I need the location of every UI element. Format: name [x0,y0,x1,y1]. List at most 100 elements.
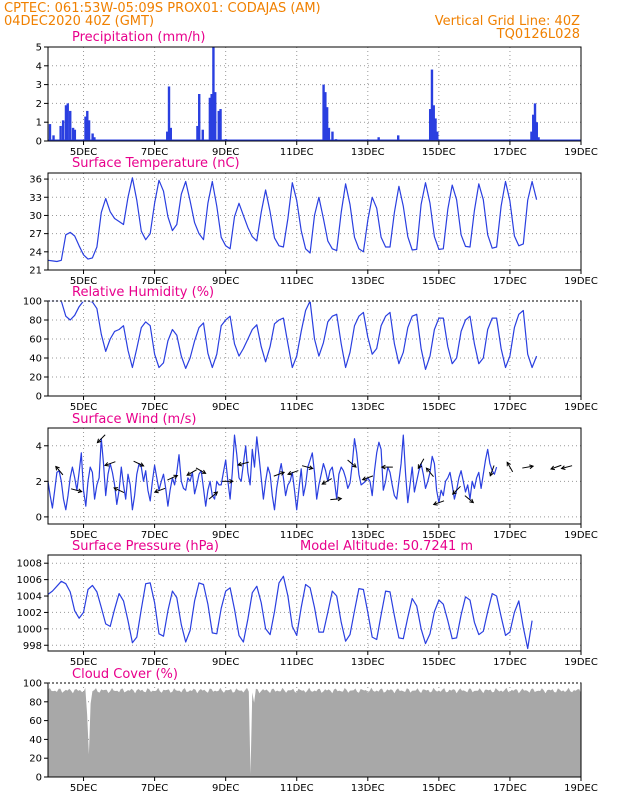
wind-arrow-head [104,462,110,467]
wind-arrow-head [55,465,60,471]
wind-arrow-shaft [561,465,573,470]
x-tick-label: 19DEC [564,147,598,158]
wind-arrow-head [432,501,438,506]
x-tick-label: 15DEC [422,783,456,794]
precip-bar [430,69,434,141]
x-tick-label: 7DEC [141,402,168,413]
wind-arrow-shaft [522,465,534,469]
wind-arrow-shaft [321,478,332,485]
wind-arrow-shaft [104,461,116,466]
x-tick-label: 13DEC [351,657,385,668]
wind-arrow-shaft [133,460,144,467]
wind-arrow-head [529,464,535,470]
wind-arrow-shaft [426,467,434,477]
precip-bar [169,127,172,141]
wind-arrow-head [229,478,234,484]
x-tick-label: 9DEC [212,657,239,668]
precip-bar [432,105,435,141]
y-tick-label: 0 [36,512,42,523]
y-tick-label: 4 [36,61,42,72]
precip-bar [66,103,69,141]
precip-bar [325,107,329,141]
wind-arrow-head [308,465,314,470]
precip-bar [436,131,439,141]
x-tick-label: 13DEC [351,783,385,794]
y-tick-label: 4 [36,441,42,452]
precip-bar [535,122,538,141]
x-tick-label: 17DEC [493,783,527,794]
precip-bar [84,116,87,141]
wind-arrow-head [451,490,457,495]
precip-bar [69,110,72,141]
precip-bar [91,133,94,141]
wind-arrow-shaft [287,470,299,475]
y-tick-label: 33 [29,193,42,204]
wind-arrow-head [186,471,192,476]
pres-title: Surface Pressure (hPa) [72,539,219,554]
wind-arrow-head [321,480,327,485]
wind-series-line [47,434,498,511]
precip-bar [322,84,325,141]
precip-bar [87,120,91,141]
y-tick-label: 0 [36,773,42,784]
precip-bar [434,118,437,141]
x-tick-label: 7DEC [141,530,168,541]
precip-panel: 0 1 2 3 4 5 5DEC 7DEC 9DEC 11DEC 13DEC 15DEC 17DEC 19… [36,43,598,159]
y-tick-label: 1006 [17,575,42,586]
wind-arrow-head [113,487,119,492]
wind-arrow-head [417,464,423,470]
panel-border [47,554,582,652]
wind-arrow-shaft [301,465,313,470]
wind-arrow-shaft [273,471,285,477]
y-tick-label: 24 [29,247,42,258]
precip-bar [167,86,171,141]
x-tick-label: 5DEC [70,402,97,413]
precip-bar [327,127,331,141]
cloud-cover-area [48,687,581,777]
cloud-panel: 0 20 40 60 80 100 5DEC 7DEC 9DEC 11DEC 13DEC 15DEC 1… [23,679,598,795]
x-tick-label: 17DEC [493,402,527,413]
temp-panel: 21 24 27 30 33 36 5DEC 7DEC 9DEC 11DEC 13DEC 15DEC 1… [29,172,598,287]
y-tick-label: 80 [29,316,42,327]
wind-arrow-head [506,461,511,467]
temp-series-line [47,177,538,263]
x-tick-label: 15DEC [422,530,456,541]
wind-arrow-shaft [154,487,166,493]
precip-bar [64,105,68,141]
x-tick-label: 7DEC [141,783,168,794]
header-station-line: CPTEC: 061:53W-05:09S PROX01: CODAJAS (A… [4,1,321,16]
panel-border [47,46,582,142]
panel-border [47,427,582,525]
precip-bar [48,124,52,141]
wind-arrow-head [213,491,219,496]
x-tick-label: 11DEC [280,657,314,668]
precip-bar [537,137,540,141]
wind-arrow-shaft [417,458,425,469]
x-tick-label: 9DEC [212,402,239,413]
y-tick-label: 1008 [17,559,42,570]
x-tick-label: 13DEC [351,530,385,541]
y-tick-label: 1002 [17,608,42,619]
x-tick-label: 17DEC [493,147,527,158]
x-tick-label: 17DEC [493,530,527,541]
wind-arrow-head [237,461,243,467]
x-tick-label: 9DEC [212,147,239,158]
wind-arrow-head [489,471,494,477]
header-model-code: TQ0126L028 [496,27,580,42]
x-tick-label: 5DEC [70,147,97,158]
wind-arrow-head [337,496,343,502]
precip-title: Precipitation (mm/h) [72,30,205,45]
wind-title: Surface Wind (m/s) [72,412,196,427]
x-tick-label: 17DEC [493,657,527,668]
y-tick-label: 30 [29,211,42,222]
x-tick-label: 15DEC [422,657,456,668]
y-tick-label: 2 [36,99,42,110]
x-tick-label: 7DEC [141,147,168,158]
wind-arrow-head [560,465,566,470]
wind-arrow-shaft [550,464,562,470]
model-altitude: Model Altitude: 50.7241 m [300,539,473,554]
precip-bar [212,47,215,141]
wind-arrow-shaft [208,491,218,500]
precip-bar [201,129,204,141]
